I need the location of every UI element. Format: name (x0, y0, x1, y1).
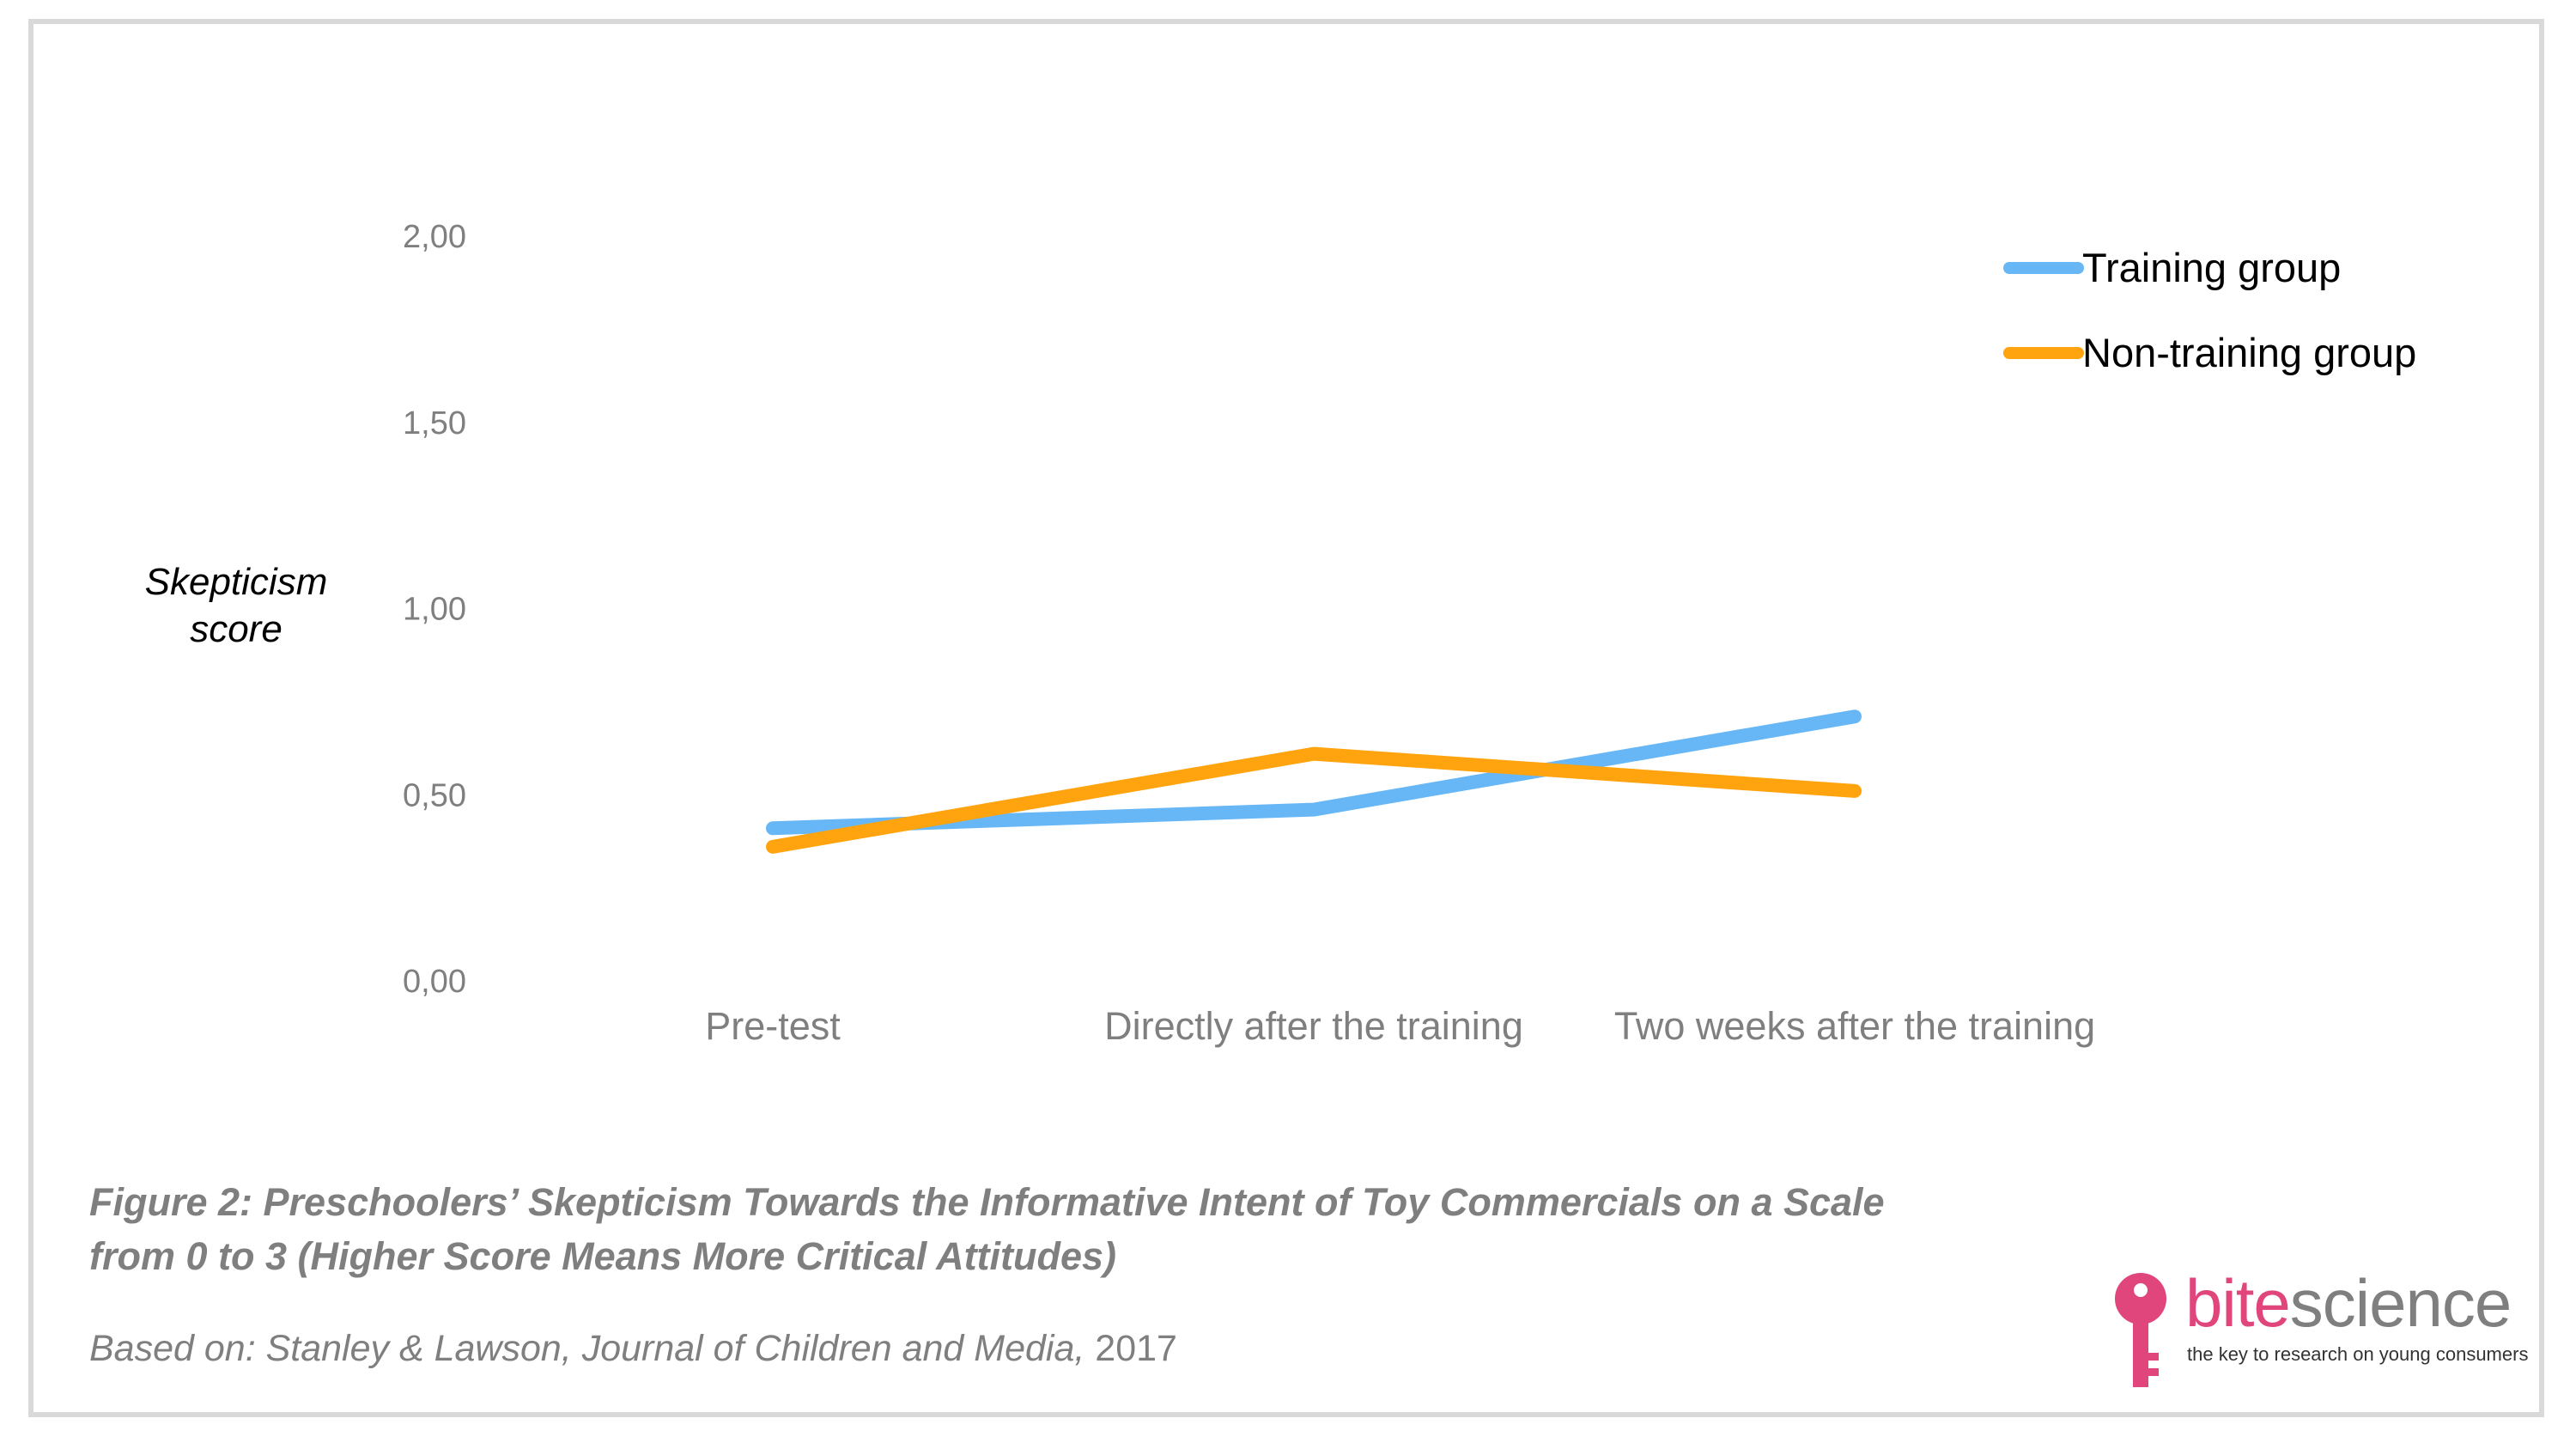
legend-label: Non-training group (2082, 330, 2416, 375)
y-axis-label: Skepticism score (144, 561, 328, 650)
key-icon (2115, 1273, 2166, 1387)
bitescience-logo: bitescience the key to research on young… (2112, 1265, 2528, 1387)
y-axis-ticks: 2,00 1,50 1,00 0,50 0,00 (403, 219, 466, 1000)
y-tick-label: 2,00 (403, 219, 466, 255)
series-line (766, 709, 1862, 836)
figure-frame (28, 19, 2544, 1417)
x-category-label: Directly after the training (1104, 1004, 1523, 1048)
x-category-label: Pre-test (705, 1004, 841, 1048)
y-tick-label: 0,50 (403, 777, 466, 813)
y-tick-label: 1,50 (403, 405, 466, 441)
logo-wordmark: bitescience (2185, 1264, 2512, 1342)
figure-caption: Figure 2: Preschoolers’ Skepticism Towar… (89, 1180, 1885, 1278)
logo-tagline: the key to research on young consumers (2187, 1343, 2529, 1365)
x-category-label: Two weeks after the training (1614, 1004, 2095, 1048)
y-tick-label: 1,00 (403, 592, 466, 628)
series-line (766, 746, 1862, 854)
x-axis-categories: Pre-test Directly after the training Two w… (705, 1004, 2095, 1048)
logo-science: science (2289, 1265, 2512, 1341)
series-lines (766, 709, 1862, 854)
legend-label: Training group (2082, 245, 2341, 290)
source-citation: Based on: Stanley & Lawson, Journal of C… (89, 1328, 1177, 1370)
source-text: Based on: Stanley & Lawson, Journal of C… (89, 1328, 1085, 1369)
legend: Training group Non-training group (2003, 245, 2416, 375)
source-year: 2017 (1084, 1328, 1177, 1369)
logo-bite: bite (2185, 1265, 2291, 1341)
y-tick-label: 0,00 (403, 964, 466, 1000)
